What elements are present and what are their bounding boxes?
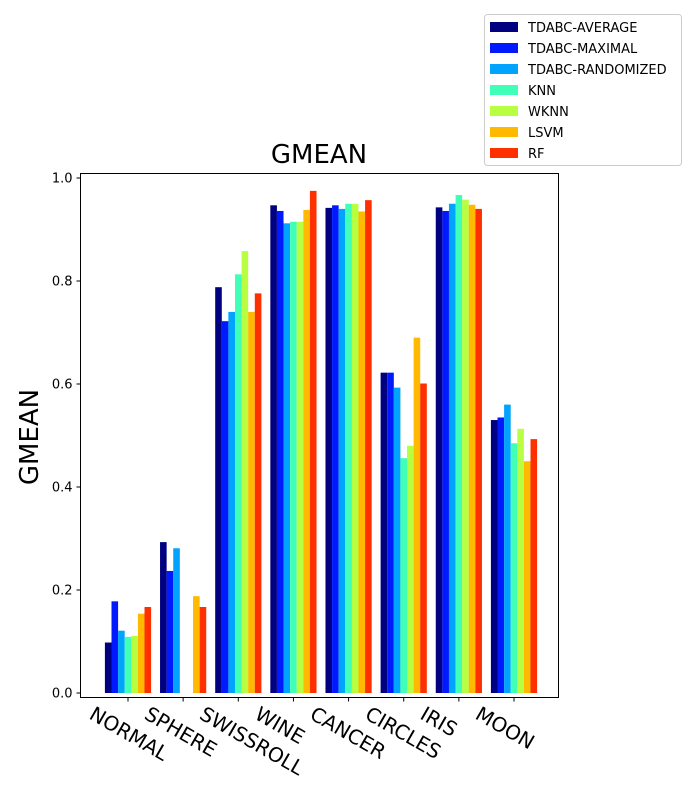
bar-cancer-tdabc-randomized	[338, 208, 346, 693]
y-tick-label: 1.0	[52, 172, 73, 187]
bar-circles-rf	[420, 383, 427, 693]
bar-wine-wknn	[296, 221, 304, 693]
bar-circles-lsvm	[413, 337, 421, 693]
bar-wine-lsvm	[303, 209, 310, 693]
bar-iris-wknn	[462, 199, 469, 693]
x-tick-label-moon: MOON	[472, 702, 539, 755]
bar-iris-tdabc-maximal	[442, 210, 449, 693]
bar-iris-knn	[455, 195, 463, 693]
legend-label-wknn: WKNN	[528, 105, 569, 120]
bar-sphere-tdabc-average	[160, 542, 167, 693]
y-tick-label: 0.0	[52, 687, 73, 702]
bar-circles-knn	[400, 458, 408, 693]
x-axis: NORMALSPHERESWISSROLLWINECANCERCIRCLESIR…	[86, 697, 539, 781]
bar-sphere-tdabc-randomized	[173, 548, 180, 693]
legend-label-rf: RF	[528, 147, 545, 162]
legend-swatch-tdabc-average	[490, 22, 518, 32]
bar-wine-knn	[290, 221, 297, 693]
bar-sphere-tdabc-maximal	[166, 570, 174, 693]
legend-swatch-wknn	[490, 106, 518, 116]
chart-title: GMEAN	[271, 140, 367, 170]
bar-moon-knn	[510, 443, 518, 693]
y-axis-label: GMEAN	[15, 389, 45, 485]
bar-swissroll-tdabc-maximal	[221, 321, 229, 693]
bar-moon-lsvm	[523, 461, 531, 693]
bar-cancer-tdabc-average	[325, 207, 333, 693]
bar-moon-tdabc-average	[490, 420, 498, 693]
bar-normal-tdabc-average	[104, 642, 112, 693]
legend-label-lsvm: LSVM	[528, 126, 564, 141]
bar-normal-lsvm	[137, 613, 145, 693]
y-axis: 0.0 0.2 0.4 0.6 0.8 1.0	[52, 172, 81, 702]
bar-iris-rf	[475, 208, 482, 693]
bar-moon-wknn	[517, 428, 524, 693]
bar-circles-wknn	[407, 445, 414, 693]
bar-iris-tdabc-randomized	[448, 203, 456, 693]
bar-cancer-wknn	[351, 203, 359, 693]
bar-wine-tdabc-average	[270, 205, 277, 694]
bar-wine-tdabc-maximal	[276, 210, 284, 693]
bar-swissroll-rf	[254, 293, 262, 693]
legend-swatch-knn	[490, 85, 518, 95]
legend-swatch-tdabc-randomized	[490, 64, 518, 74]
bar-normal-wknn	[131, 635, 138, 693]
bar-cancer-rf	[365, 200, 372, 693]
legend-label-knn: KNN	[528, 84, 556, 99]
y-tick-label: 0.8	[52, 275, 73, 290]
legend: TDABC-AVERAGE TDABC-MAXIMAL TDABC-RANDOMIZ…	[484, 14, 682, 166]
bar-swissroll-tdabc-average	[215, 287, 222, 693]
legend-label-tdabc-average: TDABC-AVERAGE	[527, 21, 637, 36]
bar-moon-rf	[530, 439, 538, 693]
bar-moon-tdabc-maximal	[497, 417, 505, 693]
y-tick-label: 0.2	[52, 584, 73, 599]
bar-normal-rf	[144, 607, 152, 693]
bar-iris-tdabc-average	[435, 207, 443, 694]
bar-swissroll-wknn	[241, 251, 249, 693]
bar-circles-tdabc-maximal	[387, 372, 394, 693]
bar-normal-knn	[124, 636, 132, 693]
bar-normal-tdabc-maximal	[111, 601, 119, 693]
bar-sphere-rf	[199, 607, 207, 693]
bar-wine-tdabc-randomized	[283, 223, 291, 693]
plot-frame	[80, 173, 559, 698]
y-tick-label: 0.6	[52, 378, 73, 393]
bar-normal-tdabc-randomized	[118, 630, 125, 693]
y-tick-label: 0.4	[52, 481, 73, 496]
bar-iris-lsvm	[468, 204, 476, 693]
legend-label-tdabc-maximal: TDABC-MAXIMAL	[527, 42, 638, 57]
bar-wine-rf	[309, 190, 317, 694]
bar-cancer-lsvm	[358, 211, 366, 693]
bar-circles-tdabc-average	[380, 372, 388, 693]
bar-circles-tdabc-randomized	[393, 387, 401, 693]
bar-sphere-lsvm	[193, 596, 200, 693]
legend-swatch-rf	[490, 148, 518, 158]
bar-cancer-tdabc-maximal	[332, 205, 339, 694]
legend-box	[484, 14, 682, 166]
bar-cancer-knn	[345, 203, 352, 693]
legend-swatch-lsvm	[490, 127, 518, 137]
bars-group	[104, 190, 538, 694]
bar-swissroll-lsvm	[248, 311, 255, 693]
legend-swatch-tdabc-maximal	[490, 43, 518, 53]
bar-swissroll-tdabc-randomized	[228, 311, 235, 693]
legend-label-tdabc-randomized: TDABC-RANDOMIZED	[527, 63, 667, 78]
bar-moon-tdabc-randomized	[504, 404, 511, 693]
bar-swissroll-knn	[234, 274, 242, 693]
